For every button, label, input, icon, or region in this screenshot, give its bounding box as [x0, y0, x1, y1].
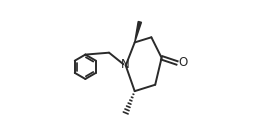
Text: O: O	[178, 56, 187, 69]
Text: N: N	[121, 58, 130, 71]
Polygon shape	[135, 21, 141, 42]
